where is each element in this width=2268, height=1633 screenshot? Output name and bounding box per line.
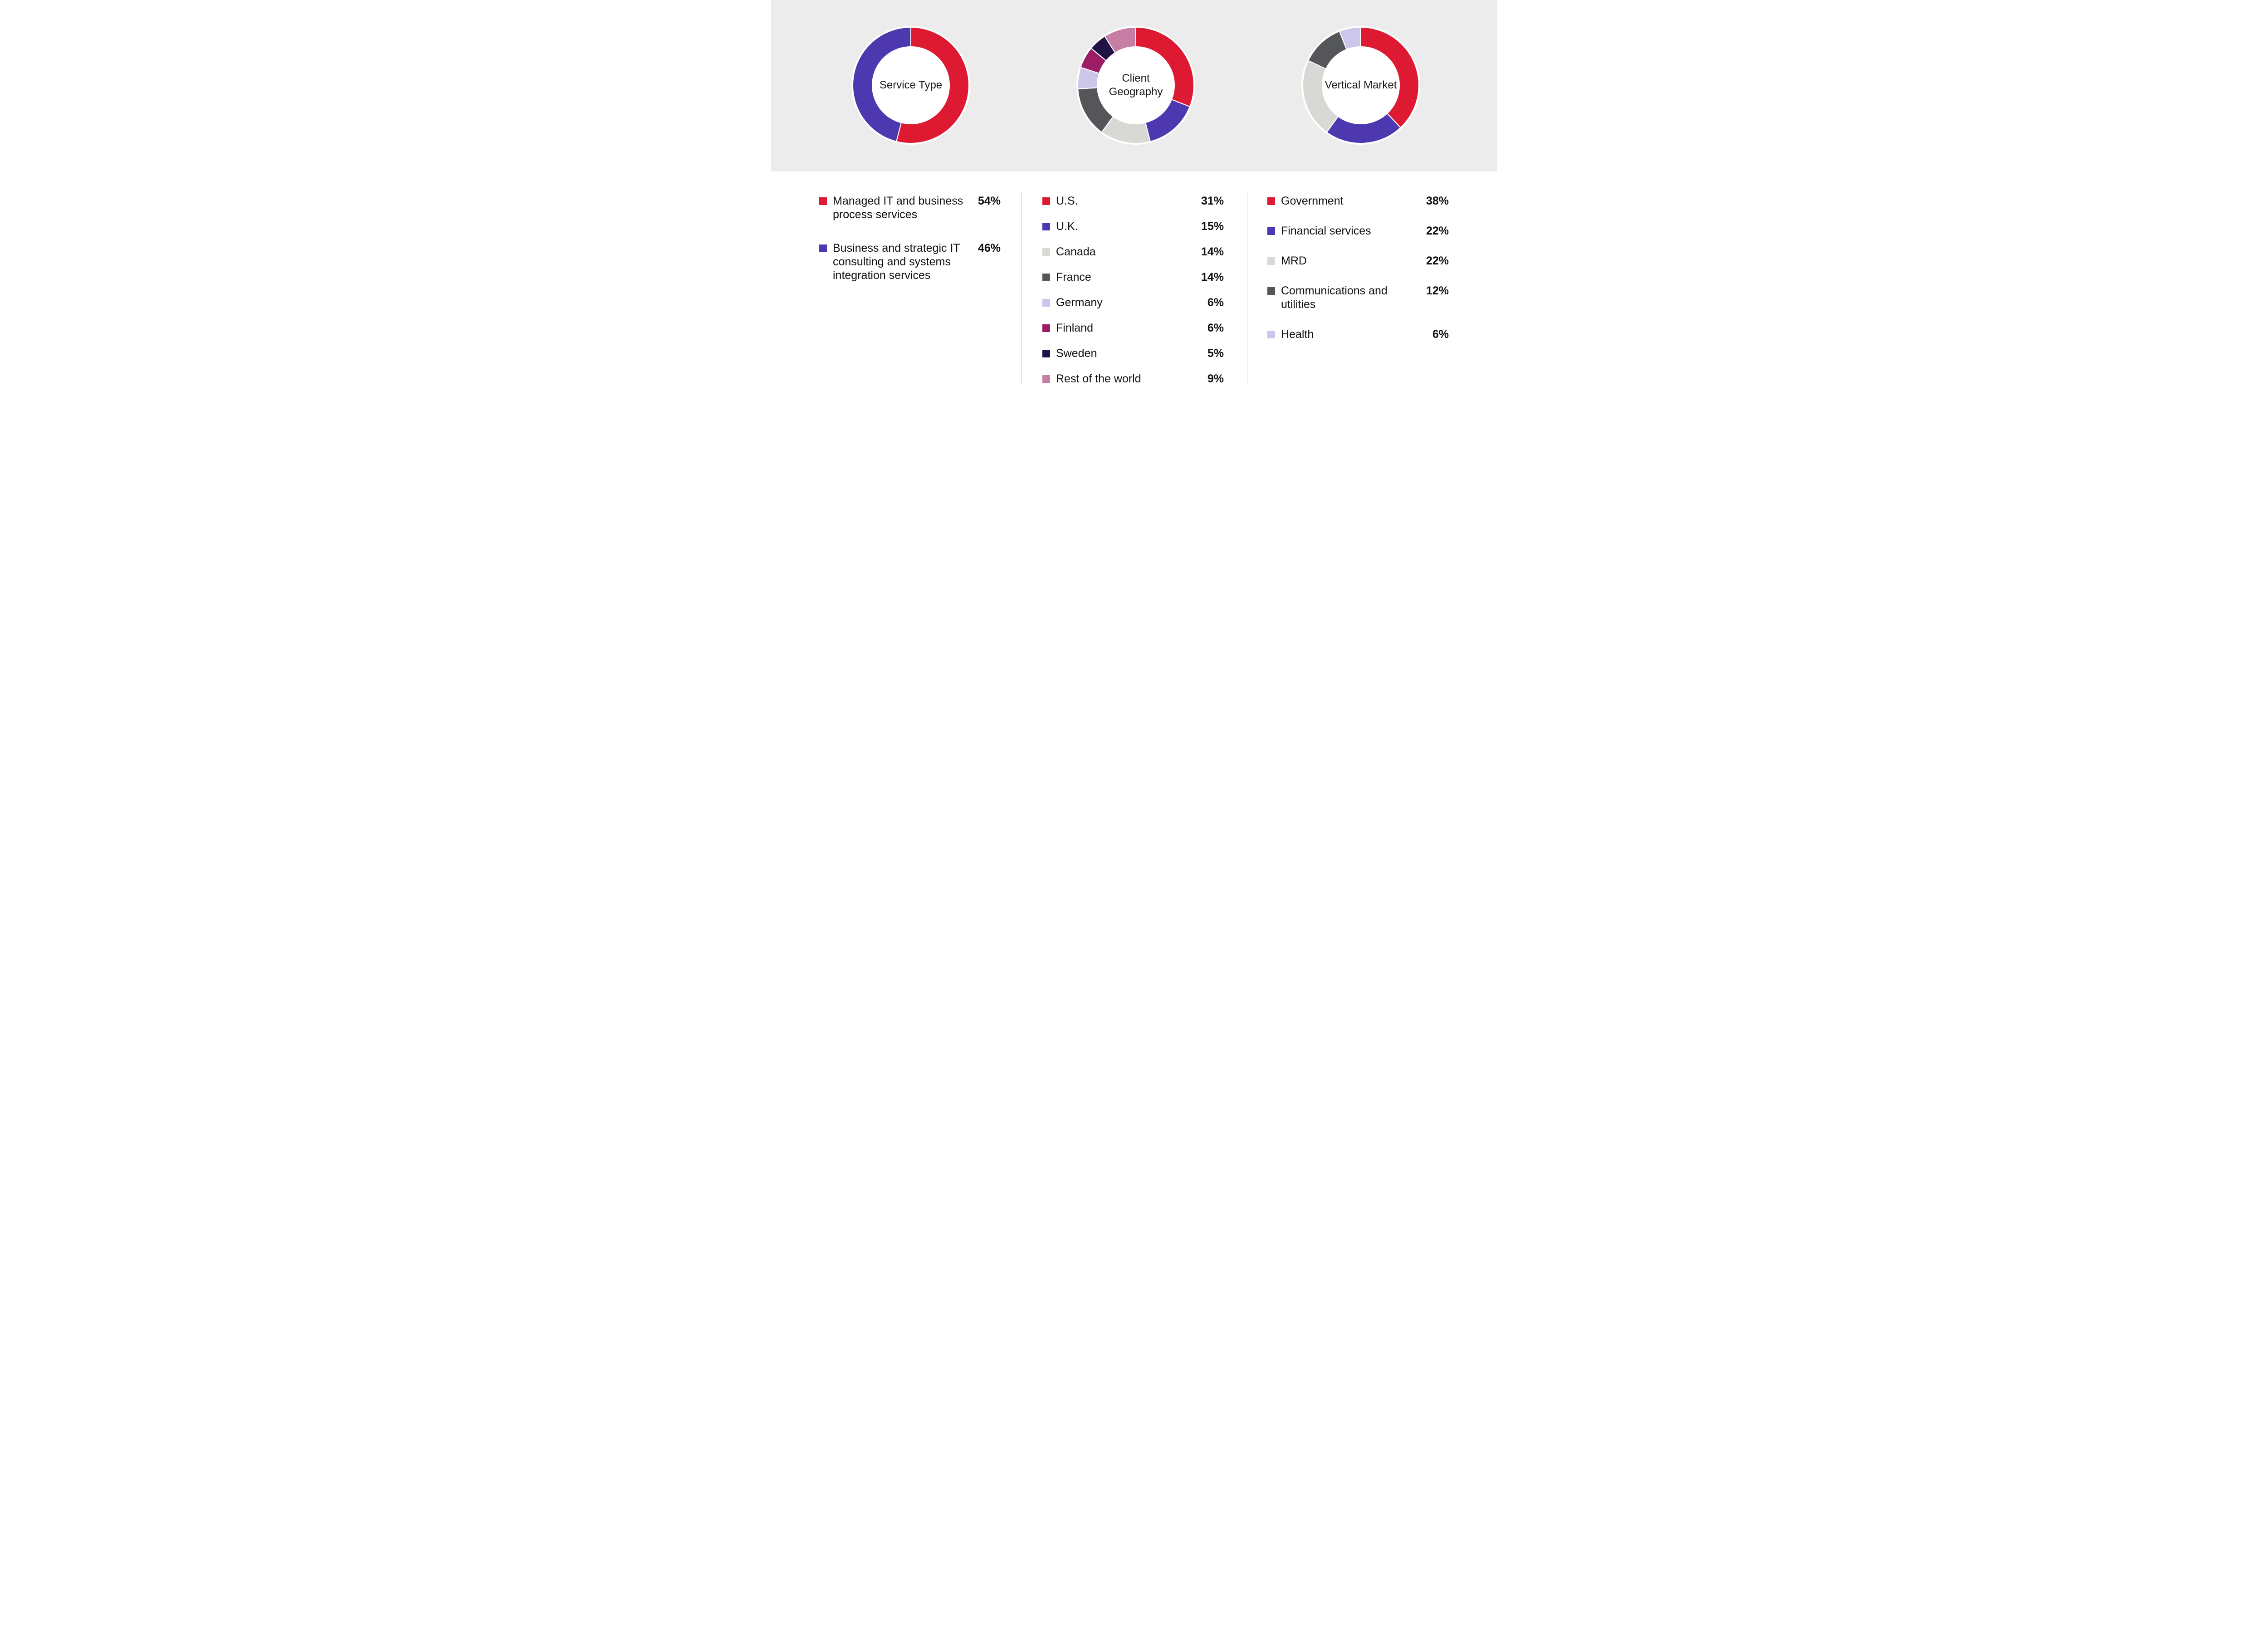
legend-label: Communications and utilities [1281,284,1388,311]
legend-label: Managed IT and business process services [833,195,963,221]
service-type-donut-svg [851,26,970,145]
legend-item: U.S. 31% [1042,194,1224,208]
service-type-donut: Service Type [847,22,974,149]
legend-label: Rest of the world [1056,372,1141,385]
legend-item: Managed IT and business process services… [819,194,1001,221]
legend-item: Financial services 22% [1267,224,1449,238]
legend-item: Communications and utilities 12% [1267,284,1449,311]
legend-swatch [1042,350,1050,357]
legend-swatch [1042,274,1050,281]
legend-label: U.K. [1056,220,1078,233]
legend-label: Sweden [1056,347,1097,360]
legend-value: 22% [1426,225,1449,237]
legend-item: MRD 22% [1267,254,1449,268]
legend-value: 12% [1426,284,1449,297]
legend-swatch [1042,223,1050,230]
client-geography-donut-svg [1076,26,1195,145]
legend-value: 54% [978,195,1001,207]
donut-slice [1360,26,1419,128]
donut-slice [852,26,911,142]
legend-label: Health [1281,328,1314,341]
legend-swatch [1042,248,1050,256]
legend-item: Finland 6% [1042,321,1224,335]
legend-label: MRD [1281,254,1307,267]
legend-item: Health 6% [1267,328,1449,341]
legend-value: 6% [1207,296,1224,309]
legend-label: Finland [1056,322,1093,334]
legend-item: France 14% [1042,270,1224,284]
legend-label: Business and strategic IT consulting and… [833,242,960,282]
legend-value: 6% [1432,328,1449,341]
legend-item: Canada 14% [1042,245,1224,259]
legend-swatch [1042,375,1050,383]
legend-swatch [1267,257,1275,265]
legend-label: Germany [1056,296,1103,309]
legend-item: Sweden 5% [1042,347,1224,360]
legend-label: Canada [1056,245,1096,258]
legend-value: 5% [1207,347,1224,360]
legend-item: Business and strategic IT consulting and… [819,241,1001,282]
legend-label: U.S. [1056,195,1078,207]
legend-swatch [819,244,827,252]
legend-swatch [1267,227,1275,235]
legend-swatch [1267,331,1275,338]
legend-swatch [819,197,827,205]
legend-value: 14% [1201,271,1224,284]
legend-label: Government [1281,195,1344,207]
legend-label: Financial services [1281,225,1371,237]
legend-value: 9% [1207,372,1224,385]
legend-swatch [1267,197,1275,205]
service-type-legend: Managed IT and business process services… [819,194,1001,302]
legend-value: 15% [1201,220,1224,233]
legend-value: 46% [978,242,1001,254]
client-geography-donut: Client Geography [1072,22,1199,149]
client-geography-legend: U.S. 31% U.K. 15% Canada 14% France 14% Germany 6… [1042,194,1224,397]
legend-value: 31% [1201,195,1224,207]
legend-divider-left [1021,192,1022,384]
legend-swatch [1042,299,1050,307]
infographic-page: Service Type Client Geography Vertical Ma… [771,0,1497,408]
legend-value: 14% [1201,245,1224,258]
legend-item: U.K. 15% [1042,220,1224,233]
vertical-market-donut: Vertical Market [1297,22,1424,149]
vertical-market-legend: Government 38% Financial services 22% MRD 22%… [1267,194,1449,357]
legend-value: 38% [1426,195,1449,207]
legend-value: 22% [1426,254,1449,267]
legend-label: France [1056,271,1091,284]
legend-item: Rest of the world 9% [1042,372,1224,386]
legend-item: Germany 6% [1042,296,1224,309]
legend-item: Government 38% [1267,194,1449,208]
legend-swatch [1042,324,1050,332]
vertical-market-donut-svg [1301,26,1420,145]
legend-swatch [1267,287,1275,295]
legend-swatch [1042,197,1050,205]
legend-value: 6% [1207,322,1224,334]
